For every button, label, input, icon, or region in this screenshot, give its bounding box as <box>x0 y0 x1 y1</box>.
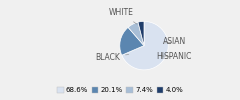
Wedge shape <box>128 22 144 46</box>
Wedge shape <box>122 21 168 70</box>
Wedge shape <box>138 21 144 46</box>
Text: WHITE: WHITE <box>108 8 137 24</box>
Text: HISPANIC: HISPANIC <box>157 52 192 61</box>
Legend: 68.6%, 20.1%, 7.4%, 4.0%: 68.6%, 20.1%, 7.4%, 4.0% <box>57 87 183 93</box>
Text: BLACK: BLACK <box>95 53 129 62</box>
Wedge shape <box>120 27 144 55</box>
Text: ASIAN: ASIAN <box>163 38 186 46</box>
